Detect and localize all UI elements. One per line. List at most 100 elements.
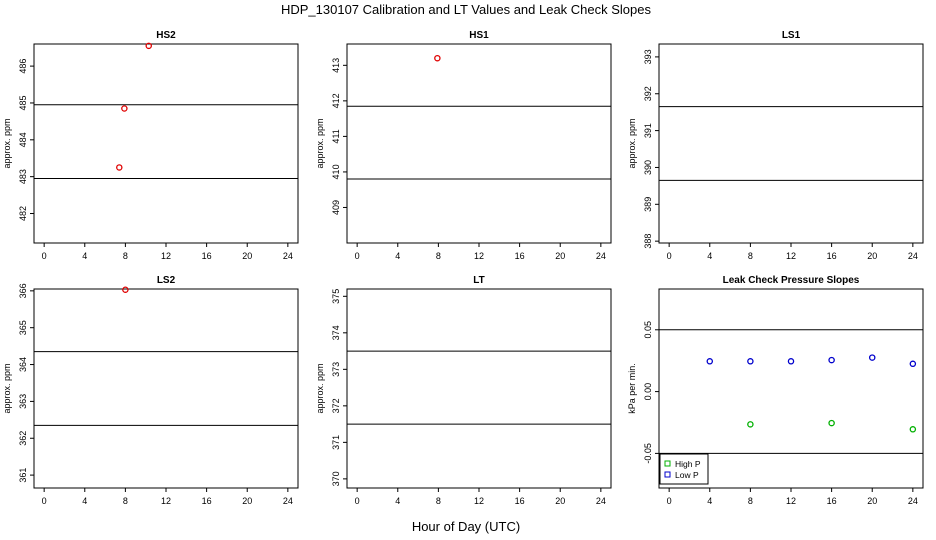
- x-tick-label: 20: [867, 251, 877, 261]
- x-tick-label: 12: [474, 251, 484, 261]
- y-axis-label: approx. ppm: [2, 363, 12, 413]
- panel-title: HS1: [469, 30, 489, 41]
- figure-xlabel: Hour of Day (UTC): [412, 519, 520, 534]
- panel-title: LS1: [782, 30, 801, 41]
- data-point: [747, 358, 754, 365]
- panel-title: HS2: [156, 30, 176, 41]
- x-tick-label: 16: [202, 251, 212, 261]
- data-point: [747, 421, 754, 428]
- x-tick-label: 16: [827, 251, 837, 261]
- x-tick-label: 8: [748, 496, 753, 506]
- data-point: [868, 354, 876, 361]
- y-tick-label: 485: [18, 95, 28, 110]
- x-tick-label: 20: [867, 496, 877, 506]
- y-tick-label: 413: [331, 58, 341, 73]
- y-tick-label: 371: [331, 435, 341, 450]
- x-tick-label: 16: [827, 496, 837, 506]
- panel-title: LS2: [157, 275, 176, 286]
- plot-frame: [33, 43, 299, 244]
- plot-frame: [346, 43, 612, 244]
- y-tick-label: 388: [643, 234, 653, 249]
- y-tick-label: 366: [18, 283, 28, 298]
- data-point: [434, 54, 441, 62]
- x-tick-label: 20: [242, 251, 252, 261]
- x-tick-label: 0: [42, 251, 47, 261]
- x-tick-label: 24: [596, 496, 606, 506]
- figure-title: HDP_130107 Calibration and LT Values and…: [281, 2, 652, 17]
- legend-label: Low P: [675, 470, 699, 480]
- x-tick-label: 0: [667, 251, 672, 261]
- data-point: [909, 426, 917, 433]
- y-tick-label: 370: [331, 471, 341, 486]
- x-tick-label: 24: [908, 496, 918, 506]
- y-tick-label: 364: [18, 357, 28, 372]
- panel-title: Leak Check Pressure Slopes: [723, 275, 860, 286]
- legend-swatch: [664, 460, 671, 467]
- x-tick-label: 12: [786, 251, 796, 261]
- x-tick-label: 16: [515, 251, 525, 261]
- y-tick-label: 361: [18, 468, 28, 483]
- data-point: [116, 164, 123, 171]
- y-tick-label: 0.00: [643, 383, 653, 401]
- x-tick-label: 20: [555, 496, 565, 506]
- x-tick-label: 16: [202, 496, 212, 506]
- y-tick-label: -0.05: [643, 443, 653, 464]
- data-point: [909, 360, 917, 368]
- x-tick-label: 4: [395, 496, 400, 506]
- legend-swatch: [664, 471, 671, 478]
- x-tick-label: 24: [596, 251, 606, 261]
- y-axis-label: approx. ppm: [627, 118, 637, 168]
- legend-box: [659, 453, 709, 485]
- y-tick-label: 389: [643, 197, 653, 212]
- plot-frame: [346, 288, 612, 489]
- x-tick-label: 12: [786, 496, 796, 506]
- x-tick-label: 12: [161, 496, 171, 506]
- x-tick-label: 12: [161, 251, 171, 261]
- x-tick-label: 24: [283, 496, 293, 506]
- data-point: [787, 358, 795, 365]
- x-tick-label: 0: [42, 496, 47, 506]
- y-tick-label: 483: [18, 169, 28, 184]
- x-tick-label: 0: [355, 251, 360, 261]
- y-tick-label: 393: [643, 49, 653, 64]
- x-tick-label: 8: [123, 251, 128, 261]
- plot-frame: [33, 288, 299, 489]
- x-tick-label: 24: [283, 251, 293, 261]
- y-axis-label: approx. ppm: [315, 118, 325, 168]
- x-tick-label: 16: [515, 496, 525, 506]
- x-tick-label: 4: [707, 251, 712, 261]
- y-tick-label: 486: [18, 59, 28, 74]
- y-tick-label: 482: [18, 206, 28, 221]
- x-tick-label: 12: [474, 496, 484, 506]
- y-tick-label: 392: [643, 86, 653, 101]
- plot-frame: [658, 43, 924, 244]
- x-tick-label: 4: [395, 251, 400, 261]
- x-tick-label: 24: [908, 251, 918, 261]
- y-tick-label: 363: [18, 394, 28, 409]
- y-tick-label: 391: [643, 123, 653, 138]
- data-point: [828, 419, 835, 427]
- y-tick-label: 390: [643, 160, 653, 175]
- panel-title: LT: [473, 275, 484, 286]
- x-tick-label: 8: [123, 496, 128, 506]
- data-point: [122, 286, 129, 293]
- legend-label: High P: [675, 459, 701, 469]
- data-point: [121, 105, 128, 112]
- y-tick-label: 372: [331, 398, 341, 413]
- y-tick-label: 375: [331, 289, 341, 304]
- y-tick-label: 484: [18, 132, 28, 147]
- data-point: [145, 42, 152, 50]
- x-tick-label: 20: [555, 251, 565, 261]
- data-point: [706, 358, 714, 365]
- x-tick-label: 8: [748, 251, 753, 261]
- y-tick-label: 409: [331, 200, 341, 215]
- x-tick-label: 8: [436, 251, 441, 261]
- y-tick-label: 411: [331, 129, 341, 143]
- y-tick-label: 365: [18, 320, 28, 335]
- x-tick-label: 4: [82, 496, 87, 506]
- y-axis-label: approx. ppm: [315, 363, 325, 413]
- x-tick-label: 0: [667, 496, 672, 506]
- y-tick-label: 0.05: [643, 321, 653, 339]
- y-axis-label: approx. ppm: [2, 118, 12, 168]
